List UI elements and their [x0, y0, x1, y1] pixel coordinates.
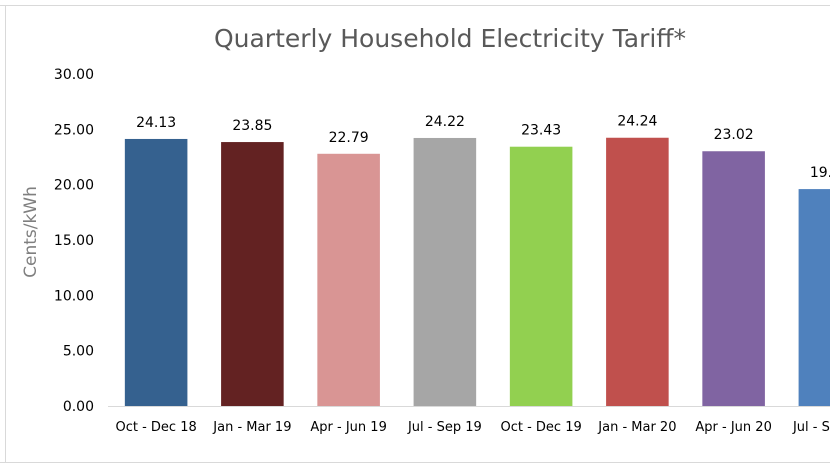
y-tick-label: 0.00 — [63, 399, 94, 415]
bar — [124, 138, 188, 406]
bar-value-label: 23.02 — [714, 127, 754, 143]
bar-value-label: 19.60 — [810, 165, 830, 181]
y-tick-label: 25.00 — [54, 122, 94, 138]
bar — [509, 146, 573, 406]
bar — [317, 153, 380, 406]
x-category-label: Jan - Mar 20 — [597, 420, 676, 435]
bar — [702, 151, 765, 406]
y-tick-label: 15.00 — [54, 233, 94, 249]
y-tick-label: 5.00 — [63, 344, 94, 360]
bar-value-label: 24.22 — [425, 114, 465, 130]
x-category-label: Oct - Dec 18 — [115, 420, 196, 435]
bar-value-label: 24.24 — [617, 114, 657, 130]
bar — [798, 189, 830, 406]
bar — [413, 137, 477, 406]
y-tick-label: 10.00 — [54, 288, 94, 304]
bar-value-label: 23.85 — [232, 118, 272, 134]
y-tick-label: 20.00 — [54, 178, 94, 194]
x-category-label: Apr - Jun 20 — [695, 420, 771, 435]
y-axis-ticks: 0.00 5.00 10.00 15.00 20.00 25.00 30.00 — [54, 67, 94, 415]
chart-title: Quarterly Household Electricity Tariff* — [213, 24, 687, 53]
bar — [221, 142, 284, 406]
bar-value-label: 23.43 — [521, 123, 561, 139]
chart-border-left — [5, 5, 6, 463]
x-category-label: Apr - Jun 19 — [310, 420, 386, 435]
x-category-label: Jul - Sep 20 — [792, 420, 830, 435]
y-tick-label: 30.00 — [54, 67, 94, 83]
chart-border-top — [0, 5, 830, 6]
x-category-label: Jul - Sep 19 — [407, 420, 482, 435]
bar-value-label: 22.79 — [329, 130, 369, 146]
bar-value-label: 24.13 — [136, 115, 176, 131]
bar — [606, 137, 669, 406]
y-axis-label: Cents/kWh — [21, 186, 41, 278]
chart-border-bottom — [0, 462, 830, 463]
x-category-label: Jan - Mar 19 — [212, 420, 291, 435]
data-labels: 24.13 23.85 22.79 24.22 23.43 24.24 23.02 19.60 — [136, 114, 830, 181]
x-axis-categories: Oct - Dec 18 Jan - Mar 19 Apr - Jun 19 Jul … — [115, 420, 830, 435]
x-category-label: Oct - Dec 19 — [500, 420, 581, 435]
bars — [124, 137, 830, 406]
